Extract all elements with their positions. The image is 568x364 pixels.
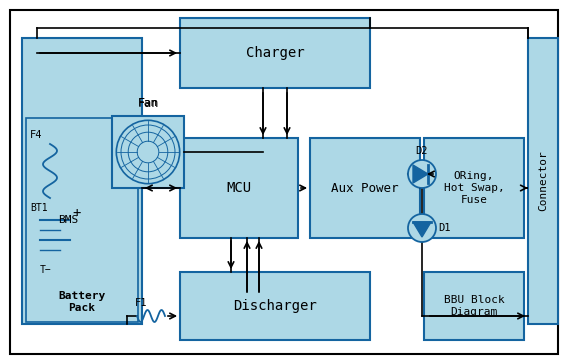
Circle shape — [408, 214, 436, 242]
Bar — [424, 272, 524, 340]
Text: D2: D2 — [416, 146, 428, 156]
Text: BBU Block
Diagram: BBU Block Diagram — [444, 295, 504, 317]
Polygon shape — [413, 165, 428, 183]
Bar — [180, 18, 370, 88]
Bar — [180, 138, 298, 238]
Bar — [22, 38, 142, 324]
Text: ORing,
Hot Swap,
Fuse: ORing, Hot Swap, Fuse — [444, 171, 504, 205]
Text: +: + — [73, 206, 81, 220]
Text: Charger: Charger — [246, 46, 304, 60]
Text: Aux Power: Aux Power — [331, 182, 399, 194]
Text: Fan: Fan — [137, 97, 158, 110]
Bar — [180, 272, 370, 340]
Text: F1: F1 — [135, 298, 147, 308]
Text: BMS: BMS — [58, 215, 78, 225]
Text: Battery
Pack: Battery Pack — [59, 291, 106, 313]
Bar — [26, 118, 138, 322]
Bar — [528, 38, 558, 324]
Text: D1: D1 — [438, 223, 450, 233]
Circle shape — [408, 160, 436, 188]
Text: BT1: BT1 — [30, 203, 48, 213]
Bar — [424, 138, 524, 238]
Text: Connector: Connector — [538, 151, 548, 211]
Bar — [32, 196, 104, 244]
Bar — [112, 116, 184, 188]
Polygon shape — [413, 222, 431, 237]
Text: T−: T− — [40, 265, 52, 275]
Text: MCU: MCU — [227, 181, 252, 195]
Bar — [310, 138, 420, 238]
Text: F4: F4 — [30, 130, 43, 140]
Text: Discharger: Discharger — [233, 299, 317, 313]
Text: Fan: Fan — [138, 98, 158, 108]
